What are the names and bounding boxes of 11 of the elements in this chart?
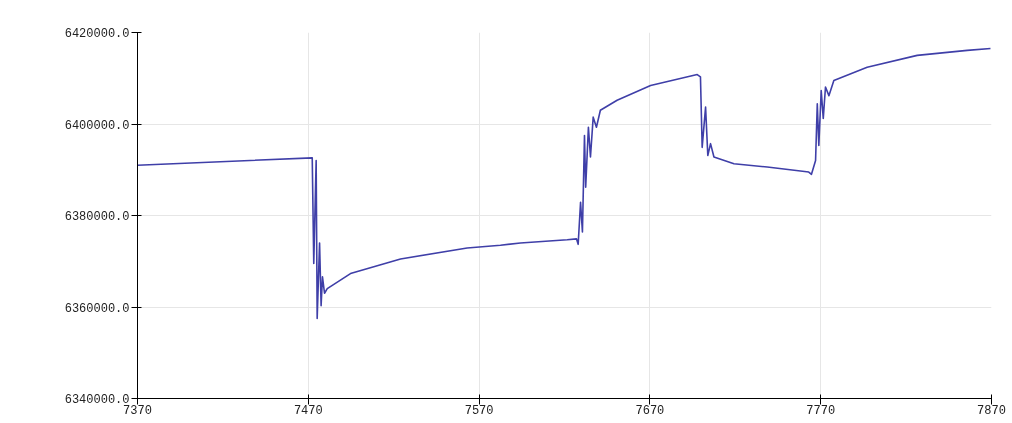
line-series bbox=[137, 47, 992, 320]
x-tick-label: 7370 bbox=[123, 403, 152, 418]
x-tick-label: 7670 bbox=[635, 403, 665, 418]
y-tick-label: 6400000.0 bbox=[64, 118, 130, 133]
x-tick-label: 7770 bbox=[806, 403, 836, 418]
x-tick-label: 7570 bbox=[464, 403, 494, 418]
y-tick-label: 6420000.0 bbox=[64, 27, 130, 41]
x-tick-label: 7470 bbox=[293, 403, 323, 418]
y-tick-label: 6360000.0 bbox=[64, 301, 130, 316]
x-tick-label: 7870 bbox=[977, 403, 1006, 418]
y-tick-label: 6380000.0 bbox=[64, 210, 130, 224]
